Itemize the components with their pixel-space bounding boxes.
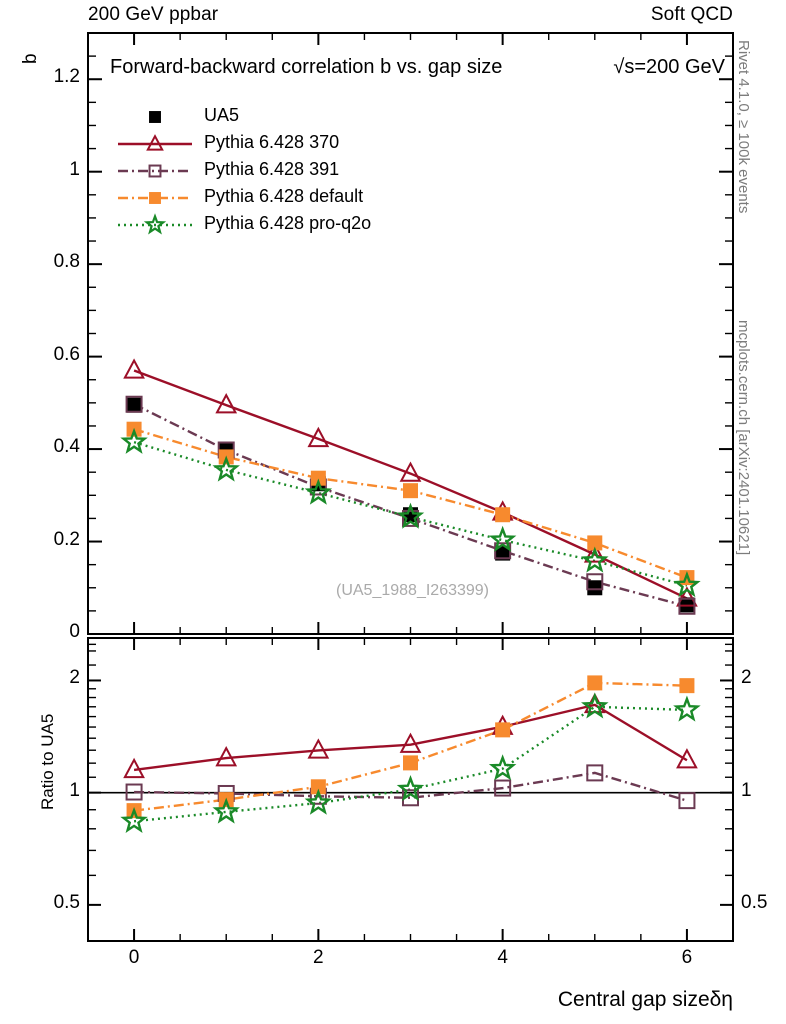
main-ytick-label: 1.2 bbox=[53, 66, 80, 88]
ratio-ytick-label-left: 2 bbox=[69, 667, 80, 689]
legend-swatch bbox=[118, 213, 192, 235]
x-tick-label: 4 bbox=[497, 947, 508, 968]
marker-open-star bbox=[304, 478, 333, 505]
header-beam-label: 200 GeV ppbar bbox=[88, 4, 219, 25]
marker-open-square bbox=[125, 395, 143, 413]
legend-marker-open-triangle bbox=[146, 134, 164, 151]
marker-open-triangle bbox=[215, 393, 238, 414]
marker-open-triangle bbox=[215, 745, 238, 767]
ratio-series-line bbox=[134, 771, 688, 802]
marker-open-star bbox=[120, 427, 148, 454]
legend-label: Pythia 6.428 default bbox=[204, 186, 364, 206]
marker-filled-square bbox=[495, 722, 511, 738]
plot-title: Forward-backward correlation b vs. gap s… bbox=[110, 56, 503, 78]
marker-open-square bbox=[678, 597, 696, 615]
legend-swatch bbox=[118, 134, 192, 151]
marker-open-square bbox=[586, 573, 604, 591]
marker-open-star bbox=[212, 455, 240, 482]
analysis-id-watermark: (UA5_1988_I263399) bbox=[336, 582, 490, 599]
marker-open-triangle bbox=[399, 732, 422, 753]
marker-open-star bbox=[581, 692, 609, 719]
marker-open-square bbox=[586, 764, 604, 782]
marker-open-star bbox=[673, 695, 701, 722]
marker-open-triangle bbox=[676, 586, 698, 607]
marker-open-star bbox=[120, 806, 148, 833]
x-tick-label: 0 bbox=[128, 947, 140, 968]
legend-marker-open-square bbox=[148, 164, 162, 178]
main-series-line bbox=[133, 369, 688, 600]
main-ytick-label: 0.8 bbox=[53, 251, 80, 273]
marker-open-square bbox=[402, 509, 419, 527]
marker-open-star bbox=[212, 797, 240, 824]
marker-open-triangle bbox=[399, 461, 422, 482]
x-tick-label: 6 bbox=[681, 947, 693, 968]
legend-label: Pythia 6.428 370 bbox=[204, 132, 340, 152]
ratio-ytick-label-right: 0.5 bbox=[741, 891, 768, 913]
marker-open-star bbox=[673, 571, 701, 598]
ratio-ytick-label-right: 1 bbox=[741, 779, 752, 801]
marker-open-triangle bbox=[123, 358, 145, 379]
ratio-ytick-label-left: 1 bbox=[69, 779, 80, 801]
marker-filled-square bbox=[495, 507, 511, 523]
marker-filled-square bbox=[587, 675, 603, 691]
legend-swatch bbox=[149, 111, 161, 123]
marker-filled-square bbox=[403, 483, 418, 499]
legend-marker-filled-square bbox=[149, 111, 161, 123]
main-ytick-label: 0.4 bbox=[53, 436, 80, 458]
marker-open-square bbox=[125, 783, 143, 801]
marker-open-square bbox=[494, 779, 512, 797]
legend-label: Pythia 6.428 391 bbox=[204, 159, 340, 179]
marker-open-triangle bbox=[676, 748, 698, 769]
legend-marker-filled-square bbox=[149, 192, 161, 204]
x-axis-label: Central gap sizeδη bbox=[557, 988, 733, 1011]
marker-open-triangle bbox=[123, 757, 145, 779]
marker-open-star bbox=[304, 788, 333, 815]
ratio-series-line bbox=[133, 703, 688, 772]
main-ytick-label: 0.6 bbox=[53, 343, 80, 365]
marker-open-star bbox=[396, 502, 425, 529]
ratio-ytick-label-right: 2 bbox=[741, 667, 752, 689]
header-process-label: Soft QCD bbox=[650, 4, 733, 25]
legend-marker-open-star bbox=[143, 213, 167, 235]
legend-swatch bbox=[118, 164, 192, 178]
plot-title-energy: √s=200 GeV bbox=[613, 56, 725, 78]
main-ytick-label: 0.2 bbox=[53, 528, 80, 550]
legend-label: UA5 bbox=[204, 105, 240, 125]
marker-filled-square bbox=[679, 678, 695, 694]
marker-filled-square bbox=[403, 755, 418, 771]
marker-open-triangle bbox=[307, 738, 330, 759]
marker-open-star bbox=[581, 546, 609, 573]
marker-open-triangle bbox=[583, 542, 606, 563]
main-ytick-label: 0 bbox=[69, 621, 80, 642]
x-tick-label: 2 bbox=[313, 947, 324, 968]
marker-open-star bbox=[396, 775, 425, 802]
marker-open-triangle bbox=[307, 426, 330, 448]
ratio-ytick-label-left: 0.5 bbox=[53, 891, 80, 913]
marker-open-star bbox=[488, 525, 517, 552]
marker-open-star bbox=[488, 754, 517, 781]
legend-label: Pythia 6.428 pro-q2o bbox=[204, 213, 372, 233]
legend-swatch bbox=[118, 192, 192, 204]
marker-open-square bbox=[678, 792, 696, 810]
main-ytick-label: 1 bbox=[69, 158, 80, 180]
